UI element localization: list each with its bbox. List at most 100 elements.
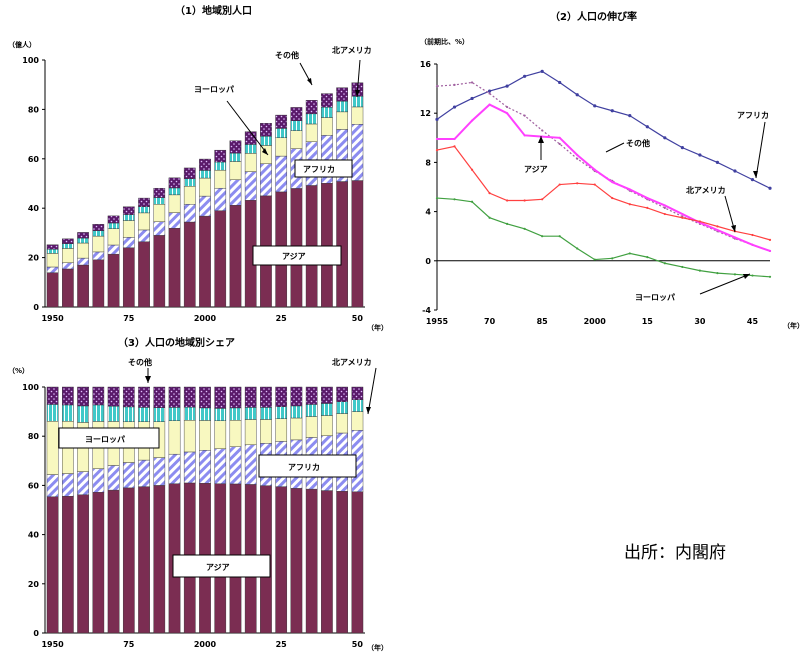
bar-segment-europe <box>336 413 348 434</box>
bar-segment-europe <box>244 153 257 172</box>
bar-segment-others <box>62 386 74 406</box>
bar-segment-others <box>305 100 318 115</box>
y-tick-label: 40 <box>28 204 40 213</box>
x-tick-label: 50 <box>352 314 364 323</box>
x-tick-label: 1955 <box>426 317 449 326</box>
chart3-label-europe: ヨーロッパ <box>85 434 125 444</box>
chart-population-growth-rate: （2）人口の伸び率 （前期比、%） （年） -4 0 4 8 12 16 1955 70 85 2… <box>420 10 800 330</box>
x-tick-label: 1950 <box>41 314 64 323</box>
bar-segment-others <box>214 149 227 163</box>
europe-pointer-arrow <box>262 148 268 155</box>
series-point-line_asia <box>453 137 456 141</box>
africa-label-box <box>294 159 353 178</box>
series-point-line_asia <box>488 103 491 106</box>
series-point-line_north_america <box>558 183 561 186</box>
series-point-line_north_america <box>768 238 772 241</box>
bar-segment-others <box>305 386 318 405</box>
bar-segment-others <box>153 386 166 408</box>
bar-segment-europe <box>199 177 211 197</box>
series-point-line_north_america <box>488 192 491 195</box>
bar-segment-north_america <box>229 407 242 421</box>
chart3-na-pointer <box>367 367 377 415</box>
y-tick-label: 80 <box>28 105 40 114</box>
chart2-annotations: アフリカ その他 アジア 北アメリカ ヨーロッパ <box>524 111 769 302</box>
bar-segment-europe <box>260 145 272 164</box>
bar-segment-asia <box>62 268 74 308</box>
bar-segment-north_america <box>153 407 166 422</box>
bar-segment-others <box>92 224 105 231</box>
series-point-line_europe <box>506 222 509 225</box>
bar-segment-north_america <box>275 406 288 419</box>
series-point-line_asia <box>628 188 631 191</box>
bar-segment-africa <box>229 179 242 206</box>
series-point-line_europe <box>611 257 614 260</box>
bar-segment-north_america <box>122 214 135 221</box>
series-point-line_others <box>470 81 474 84</box>
bar-segment-africa <box>46 266 59 273</box>
chart3-x-unit: （年） <box>367 643 388 652</box>
chart1-bars <box>46 82 364 308</box>
bar-segment-north_america <box>351 399 364 412</box>
bar-segment-north_america <box>260 407 272 420</box>
bar-segment-africa <box>138 229 150 242</box>
bar-segment-asia <box>183 221 196 308</box>
series-point-line_north_america <box>541 198 544 201</box>
bar-segment-asia <box>46 496 59 634</box>
series-point-line_north_america <box>576 182 579 185</box>
series-point-line_north_america <box>453 145 456 148</box>
series-point-line_asia <box>646 196 649 200</box>
bar-segment-asia <box>107 253 120 308</box>
bar-segment-others <box>183 167 196 180</box>
africa-line-pointer <box>755 121 766 179</box>
bar-segment-north_america <box>77 237 89 244</box>
chart2-label-asia: アジア <box>524 165 548 174</box>
bar-segment-asia <box>138 486 150 634</box>
bar-segment-africa <box>183 451 196 484</box>
bar-segment-europe <box>168 194 181 213</box>
bar-segment-others <box>107 215 120 224</box>
bar-segment-europe <box>153 204 166 222</box>
bar-segment-others <box>153 187 166 198</box>
chart1-unit-label: （億人） <box>8 40 36 49</box>
series-point-line_north_america <box>628 203 631 206</box>
bar-segment-asia <box>138 241 150 308</box>
bar-segment-north_america <box>260 136 272 146</box>
bar-segment-others <box>336 87 348 102</box>
bar-segment-north_america <box>244 144 257 154</box>
x-tick-label: 25 <box>276 640 288 649</box>
series-point-line_africa <box>575 93 579 97</box>
bar-segment-north_america <box>214 408 227 421</box>
chart2-lines <box>435 69 772 278</box>
bar-segment-north_america <box>290 120 303 131</box>
europe-line-pointer-arrow <box>743 274 750 279</box>
series-point-line_asia <box>470 119 474 122</box>
bar-segment-europe <box>244 419 257 446</box>
bar-segment-others <box>351 386 364 400</box>
bar-segment-asia <box>92 259 105 308</box>
bar-segment-others <box>107 386 120 407</box>
series-point-line_africa <box>628 114 632 118</box>
series-point-line_africa <box>733 169 737 173</box>
y-tick-label: 0 <box>425 257 431 266</box>
bar-segment-others <box>321 386 333 404</box>
bar-segment-north_america <box>122 406 135 422</box>
series-point-line_africa <box>715 160 720 164</box>
others-pointer-arrow <box>307 78 312 85</box>
bar-segment-asia <box>229 205 242 308</box>
bar-segment-africa <box>214 187 227 211</box>
chart3-label-others: その他 <box>128 357 152 367</box>
x-tick-label: 2000 <box>194 314 217 323</box>
bar-segment-north_america <box>153 197 166 205</box>
bar-segment-europe <box>199 420 211 451</box>
series-point-line_europe <box>523 227 526 230</box>
series-point-line_africa <box>750 178 755 182</box>
bar-segment-africa <box>46 474 59 497</box>
series-point-line_europe <box>488 216 491 219</box>
chart1-label-africa: アフリカ <box>303 165 335 174</box>
bar-segment-north_america <box>321 403 333 416</box>
bar-segment-africa <box>199 450 211 484</box>
series-point-line_north_america <box>611 196 614 200</box>
bar-segment-europe <box>77 242 89 259</box>
bar-segment-africa <box>77 471 89 495</box>
